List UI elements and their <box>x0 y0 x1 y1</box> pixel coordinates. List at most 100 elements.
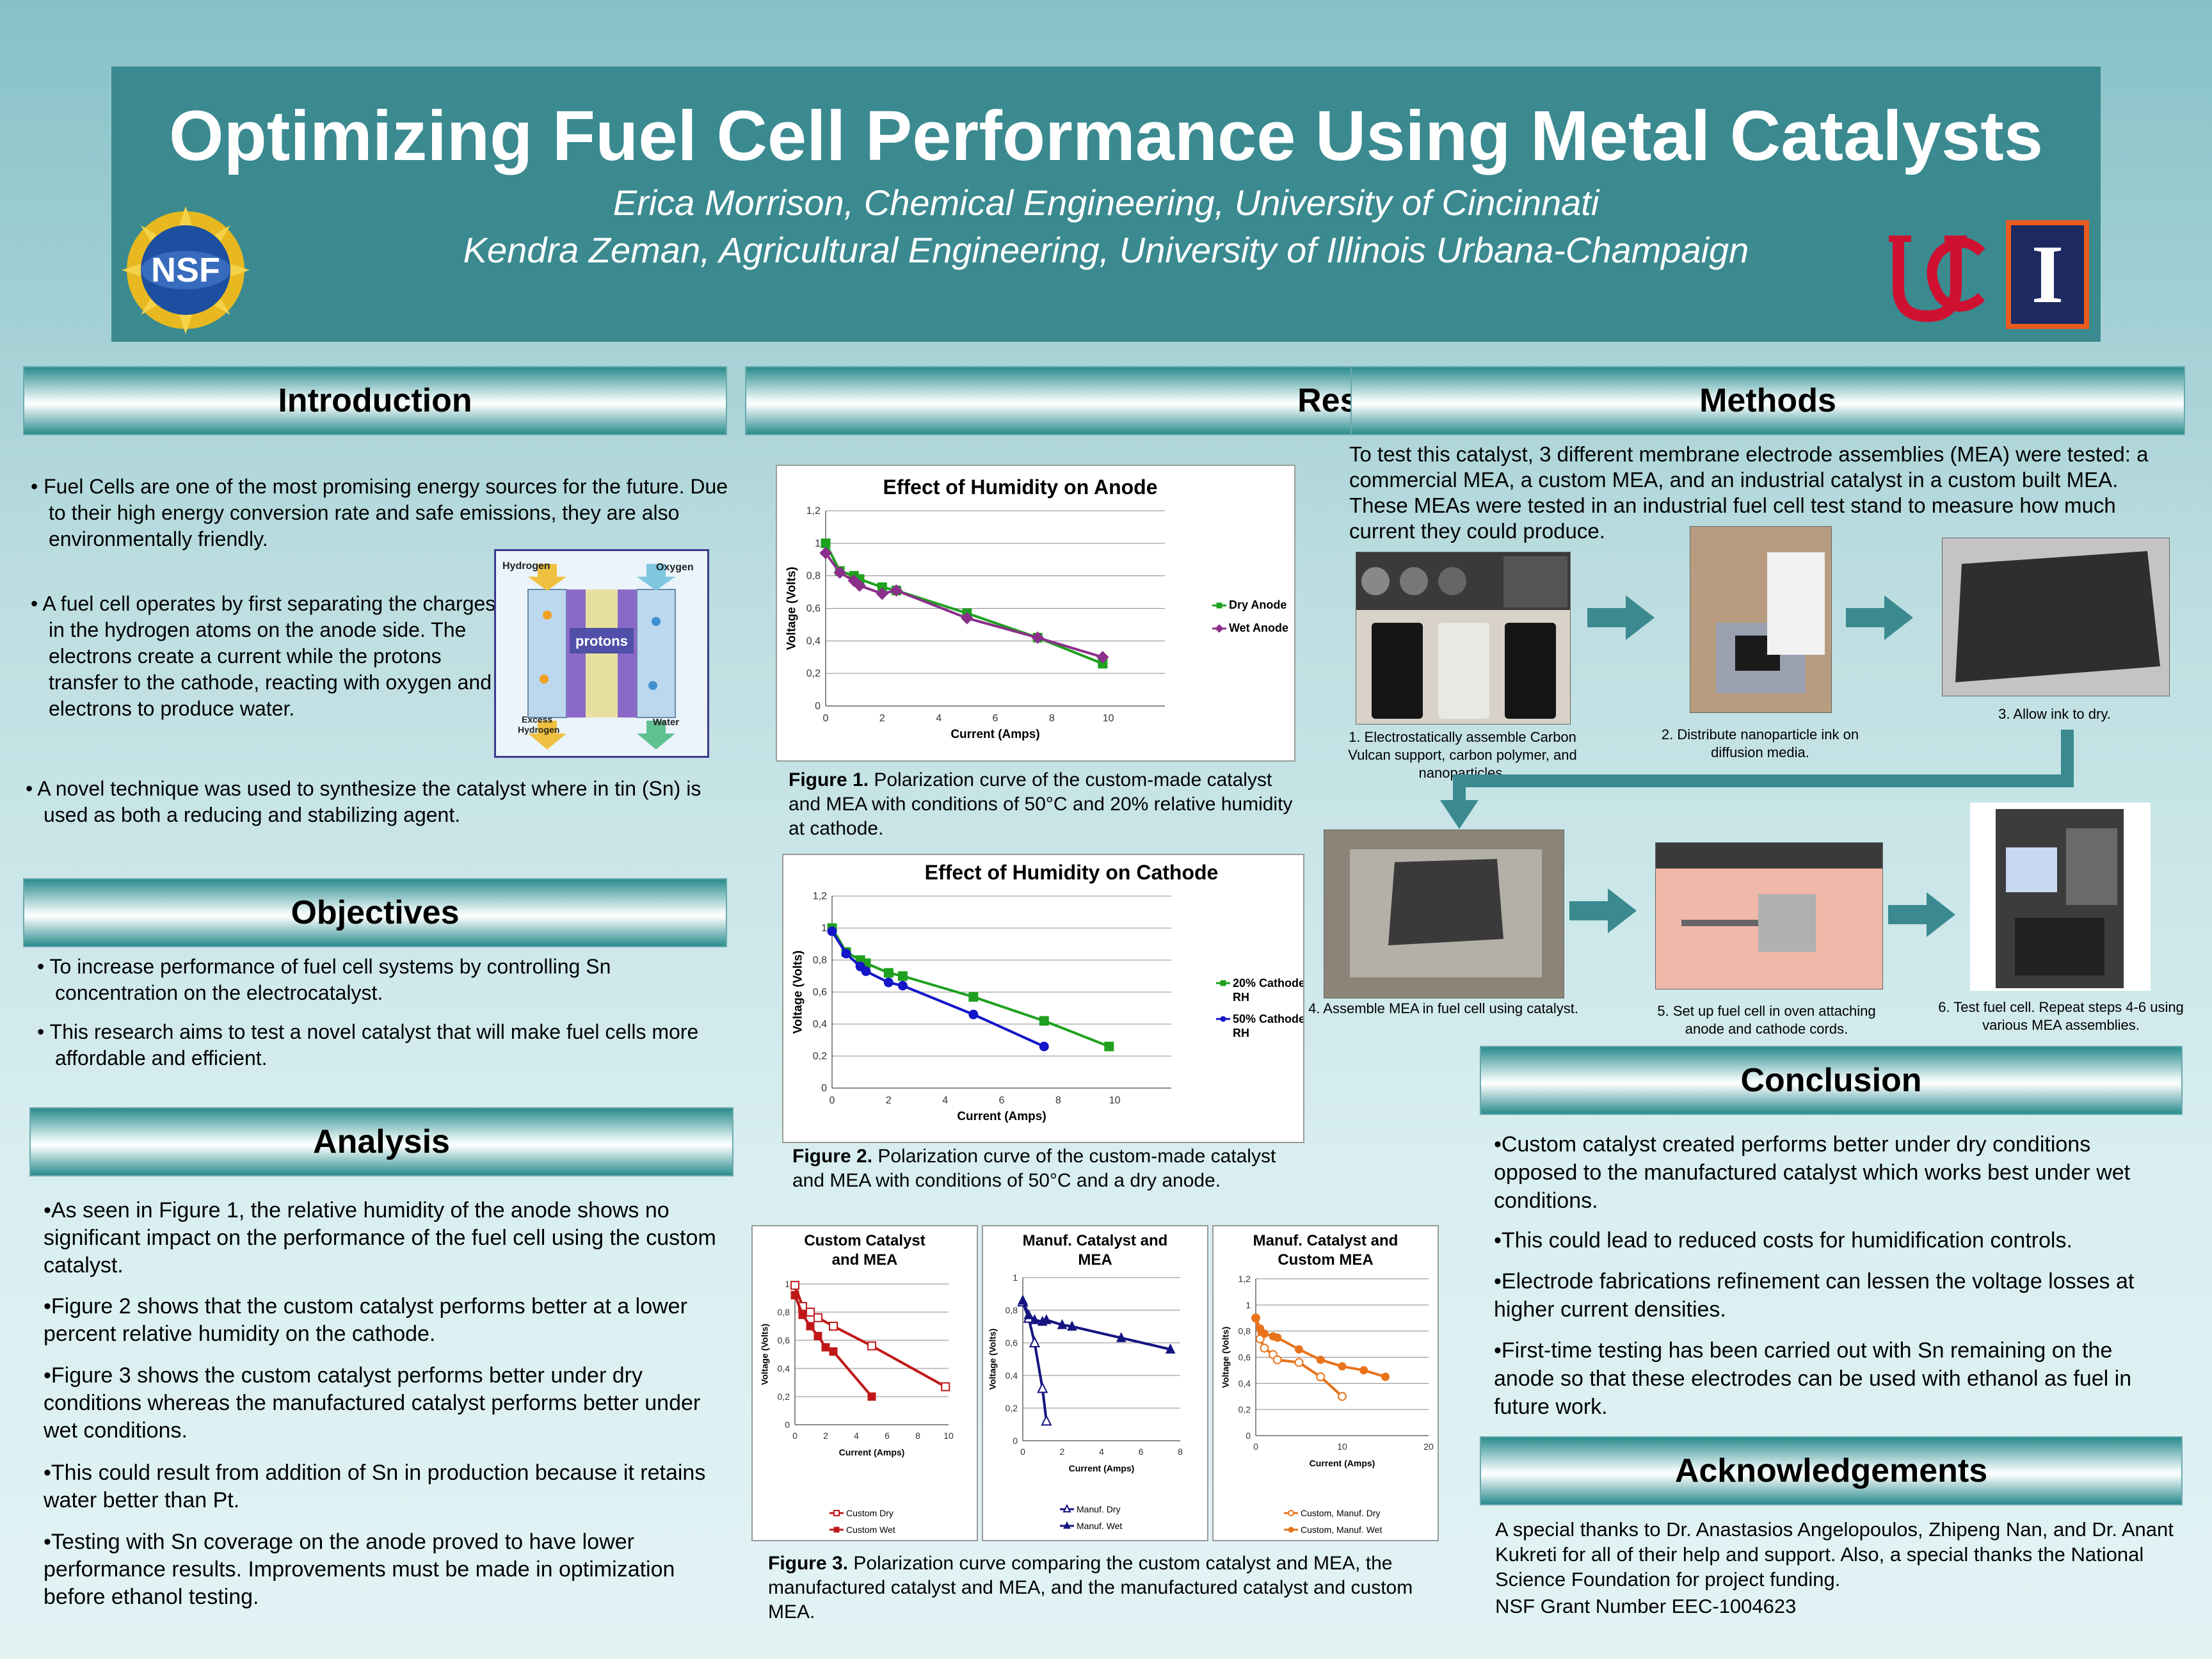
fig3a-x-tick-label: 10 <box>943 1431 954 1441</box>
fig1-data-point <box>847 574 860 587</box>
fig1-data-point <box>961 612 974 625</box>
conclusion-p3: •Electrode fabrications refinement can l… <box>1494 1269 2135 1322</box>
step-2-caption: 2. Distribute nanoparticle ink on diffus… <box>1661 726 1859 760</box>
fig1-data-point <box>821 538 831 549</box>
objectives-bullet-2-text: This research aims to test a novel catal… <box>49 1020 699 1070</box>
fig3c-data-point <box>1359 1366 1368 1375</box>
analysis-heading: Analysis <box>29 1107 733 1176</box>
fig2-series-line-1 <box>831 927 1110 1048</box>
fig3a-chart-title-line-2: and MEA <box>832 1251 898 1269</box>
figure-2-label: Figure 2. <box>792 1146 873 1167</box>
diagram-protons-label: protons <box>575 633 628 649</box>
fig3a-x-tick-label: 8 <box>915 1431 920 1441</box>
fig2-x-tick-label: 2 <box>886 1095 892 1106</box>
fig3a-legend-label: Custom Dry <box>846 1508 894 1518</box>
figure-3a-chart: Custom Catalyst and MEA 0 0,2 0,4 0,6 0,8 1 0 2 4 6… <box>751 1225 978 1541</box>
fig1-x-tick-label: 8 <box>1049 713 1055 724</box>
fig1-data-point <box>819 547 832 559</box>
intro-bullet-3: • A novel technique was used to synthesi… <box>26 777 701 826</box>
fig2-x-axis-label: Current (Amps) <box>957 1110 1046 1123</box>
figure-3c-chart: Manuf. Catalyst and Custom MEA 0 0,2 0,4 0,6 0… <box>1212 1225 1439 1541</box>
figure-2-svg: Effect of Humidity on Cathode 0 0,2 0,4 0,6 0… <box>791 861 1305 1123</box>
step-1-photo <box>1356 552 1571 725</box>
fig3c-data-point <box>1381 1372 1390 1381</box>
illinois-logo: I <box>2006 220 2089 329</box>
fig3c-data-point <box>1294 1358 1304 1367</box>
fig3a-data-point <box>813 1313 822 1322</box>
fig1-legend-marker <box>1215 624 1224 633</box>
conclusion-heading: Conclusion <box>1480 1046 2183 1115</box>
fig2-data-point <box>897 981 908 991</box>
fig3b-y-tick-label: 0,2 <box>1006 1403 1018 1413</box>
fig1-data-point <box>833 566 846 579</box>
diagram-water-label: Water <box>653 717 679 728</box>
analysis-p3: •Figure 3 shows the custom catalyst perf… <box>44 1363 701 1443</box>
fig3b-x-tick-label: 0 <box>1020 1447 1025 1457</box>
fig3c-data-point <box>1295 1345 1303 1354</box>
fig2-legend-label-2: RH <box>1233 991 1249 1004</box>
fig3a-x-axis-label: Current (Amps) <box>839 1447 905 1457</box>
figure-1-caption: Figure 1. Polarization curve of the cust… <box>789 768 1294 841</box>
fig3a-y-tick-label: 0,8 <box>778 1307 790 1317</box>
analysis-p2: •Figure 2 shows that the custom catalyst… <box>44 1294 687 1346</box>
fig3b-data-point <box>1037 1382 1048 1393</box>
fig3b-data-point <box>1023 1309 1034 1320</box>
arrow-step-4-5 <box>1569 888 1637 933</box>
fig3a-y-axis-label: Voltage (Volts) <box>760 1324 770 1385</box>
fig1-data-point <box>853 579 866 592</box>
fig3b-x-tick-label: 8 <box>1178 1447 1183 1457</box>
step-3-photo <box>1942 538 2170 696</box>
step-6-photo <box>1970 803 2151 991</box>
fig3c-data-point <box>1272 1355 1282 1365</box>
figure-1-label: Figure 1. <box>789 769 869 790</box>
fig3a-data-point <box>829 1347 838 1356</box>
fig1-legend-label: Wet Anode <box>1229 621 1288 634</box>
fig3c-y-tick-label: 0,2 <box>1238 1404 1251 1415</box>
fig3b-data-point <box>1067 1320 1077 1331</box>
fig3c-data-point <box>1316 1356 1325 1365</box>
fig2-data-point <box>883 977 894 988</box>
step-5-caption: 5. Set up fuel cell in oven attaching an… <box>1657 1003 1876 1037</box>
intro-bullet-1-text: Fuel Cells are one of the most promising… <box>44 475 728 550</box>
intro-bullet-3-text: A novel technique was used to synthesize… <box>37 777 701 826</box>
step-3-caption: 3. Allow ink to dry. <box>1998 706 2111 722</box>
analysis-p1: •As seen in Figure 1, the relative humid… <box>44 1198 716 1278</box>
fig3b-legend-marker <box>1062 1503 1071 1512</box>
fig3c-y-tick-label: 0,8 <box>1238 1326 1251 1336</box>
fig1-y-tick-label: 0,8 <box>806 571 821 582</box>
objectives-bullet-1-text: To increase performance of fuel cell sys… <box>49 955 611 1004</box>
fig3c-data-point <box>1316 1372 1326 1382</box>
fig1-y-tick-label: 0,2 <box>806 668 821 679</box>
fig3a-data-point <box>941 1382 950 1391</box>
step-4-caption: 4. Assemble MEA in fuel cell using catal… <box>1308 1000 1578 1016</box>
fig1-x-tick-label: 6 <box>993 713 998 724</box>
fig1-x-tick-label: 0 <box>823 713 829 724</box>
fig1-y-tick-label: 1 <box>815 538 821 549</box>
figure-1-chart: Effect of Humidity on Anode 0 0,2 0,4 0,6 0,8… <box>776 465 1295 762</box>
fig2-data-point <box>883 968 894 978</box>
fig3c-y-tick-label: 0,6 <box>1238 1352 1251 1363</box>
fuel-cell-diagram: protons Hydrogen Oxygen Excess Hydrogen … <box>494 549 709 758</box>
fig3b-chart-title-line-2: MEA <box>1078 1251 1112 1269</box>
fig2-y-tick-label: 0 <box>821 1083 827 1094</box>
figure-3c-svg: Manuf. Catalyst and Custom MEA 0 0,2 0,4 0,6 0… <box>1221 1232 1434 1535</box>
acknowledgements-heading: Acknowledgements <box>1480 1436 2183 1505</box>
fig2-x-tick-label: 4 <box>942 1095 948 1106</box>
fig3b-x-axis-label: Current (Amps) <box>1069 1463 1135 1473</box>
diagram-excess-label-2: Hydrogen <box>518 725 559 735</box>
header-banner: Optimizing Fuel Cell Performance Using M… <box>111 67 2101 342</box>
grant-number: NSF Grant Number EEC-1004623 <box>1495 1595 1797 1617</box>
fig3b-y-axis-label: Voltage (Volts) <box>988 1329 998 1390</box>
fig3b-legend-marker <box>1063 1521 1071 1529</box>
fig1-y-axis-label: Voltage (Volts) <box>785 566 798 650</box>
fig3c-y-axis-label: Voltage (Volts) <box>1221 1327 1231 1388</box>
fig1-data-point <box>876 587 889 600</box>
fig1-y-tick-label: 0,6 <box>806 604 821 614</box>
fig3b-data-point <box>1041 1415 1052 1426</box>
fig3b-y-tick-label: 0 <box>1013 1436 1018 1446</box>
fig1-series-line-2 <box>824 552 1103 659</box>
fig3a-legend-marker <box>833 1510 840 1516</box>
figure-3-caption: Figure 3. Polarization curve comparing t… <box>768 1551 1447 1624</box>
fig3a-data-point <box>813 1331 822 1340</box>
